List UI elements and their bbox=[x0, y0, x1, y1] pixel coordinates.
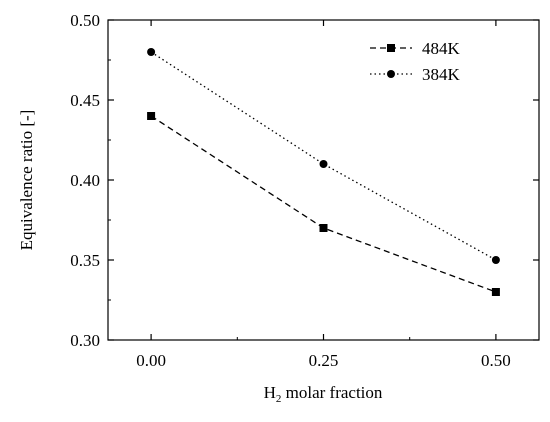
y-tick-label: 0.45 bbox=[70, 91, 100, 110]
x-tick-label: 0.25 bbox=[309, 351, 339, 370]
series-line-484K bbox=[150, 115, 497, 293]
data-point-384K bbox=[319, 160, 328, 168]
x-axis-title: H2 molar fraction bbox=[264, 383, 383, 405]
data-point-384K bbox=[491, 256, 500, 264]
series-line-384K bbox=[150, 51, 497, 261]
y-tick-label: 0.35 bbox=[70, 251, 100, 270]
plot-frame bbox=[107, 19, 540, 341]
x-axis-title-rest: molar fraction bbox=[281, 383, 383, 402]
y-tick-label: 0.40 bbox=[70, 171, 100, 190]
x-axis-title-main: H bbox=[264, 383, 276, 402]
data-point-484K bbox=[319, 224, 328, 232]
legend-label-384K: 384K bbox=[422, 65, 461, 84]
data-point-384K bbox=[147, 48, 156, 56]
legend: 484K 384K bbox=[370, 39, 461, 84]
legend-label-484K: 484K bbox=[422, 39, 461, 58]
x-axis-title-subscript: 2 bbox=[276, 393, 282, 405]
x-tick-label: 0.00 bbox=[136, 351, 166, 370]
series-layer bbox=[147, 48, 500, 296]
axis-ticks: 0.30 0.35 0.40 0.45 0.50 0.00 0.25 0.50 bbox=[70, 11, 539, 370]
legend-marker-484K bbox=[387, 44, 395, 52]
legend-marker-384K bbox=[387, 70, 395, 78]
y-tick-label: 0.30 bbox=[70, 331, 100, 350]
y-tick-label: 0.50 bbox=[70, 11, 100, 30]
data-point-484K bbox=[147, 112, 156, 120]
data-point-484K bbox=[491, 288, 500, 296]
y-axis-title: Equivalence ratio [-] bbox=[17, 110, 36, 251]
x-tick-label: 0.50 bbox=[481, 351, 511, 370]
